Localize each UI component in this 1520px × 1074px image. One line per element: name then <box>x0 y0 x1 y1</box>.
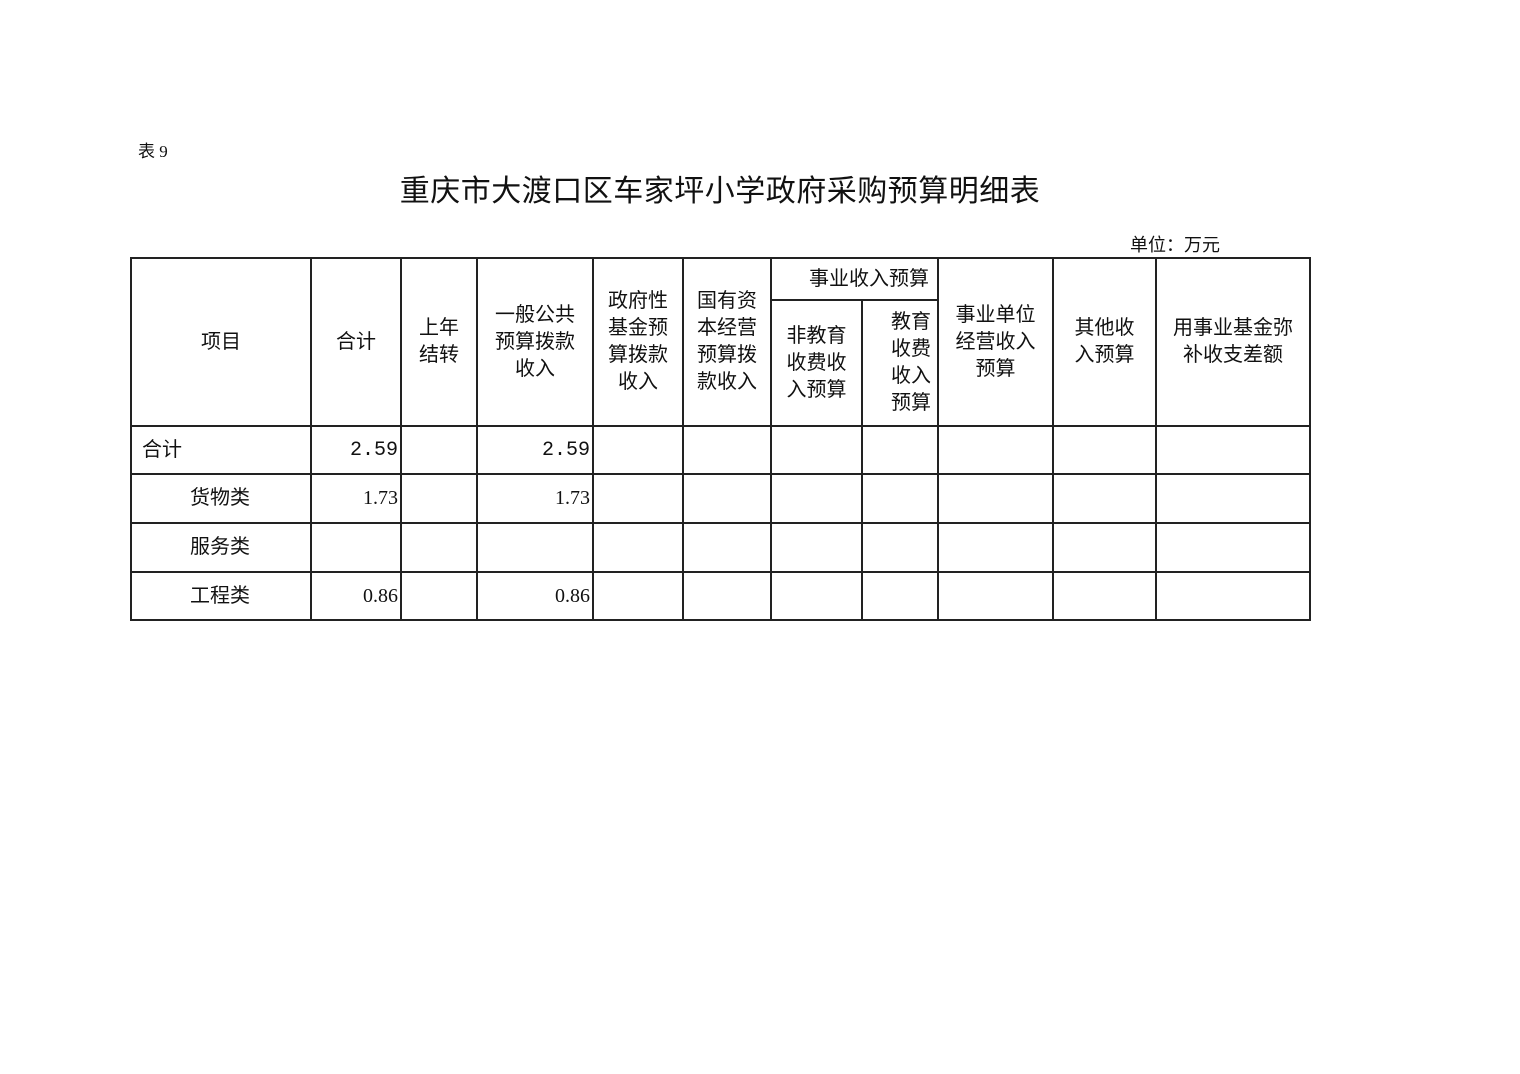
empty-cell <box>682 571 772 621</box>
empty-cell <box>861 522 939 573</box>
unit-label: 单位：万元 <box>1130 235 1220 255</box>
empty-cell <box>770 571 863 621</box>
row-total: 2.59 <box>310 425 402 475</box>
header-operating-income: 事业单位经营收入预算 <box>937 257 1054 427</box>
empty-cell <box>1155 473 1311 524</box>
table-number: 表 9 <box>138 142 168 161</box>
row-carryover <box>400 425 478 475</box>
empty-cell <box>682 473 772 524</box>
header-gov-fund: 政府性基金预算拨款收入 <box>592 257 684 427</box>
empty-cell <box>682 425 772 475</box>
empty-cell <box>937 473 1054 524</box>
empty-cell <box>937 425 1054 475</box>
empty-cell <box>937 522 1054 573</box>
empty-cell <box>1052 425 1157 475</box>
header-fund-offset: 用事业基金弥补收支差额 <box>1155 257 1311 427</box>
page-title: 重庆市大渡口区车家坪小学政府采购预算明细表 <box>399 175 1041 208</box>
row-carryover <box>400 522 478 573</box>
empty-cell <box>1052 522 1157 573</box>
empty-cell <box>861 571 939 621</box>
header-other-income: 其他收入预算 <box>1052 257 1157 427</box>
empty-cell <box>592 571 684 621</box>
row-item: 工程类 <box>130 571 312 621</box>
row-general-budget: 1.73 <box>476 473 594 524</box>
row-general-budget: 2.59 <box>476 425 594 475</box>
row-total: 1.73 <box>310 473 402 524</box>
empty-cell <box>682 522 772 573</box>
empty-cell <box>770 425 863 475</box>
row-general-budget <box>476 522 594 573</box>
header-edu-fee: 教育收费收入预算 <box>861 299 939 427</box>
header-state-capital: 国有资本经营预算拨款收入 <box>682 257 772 427</box>
row-total: 0.86 <box>310 571 402 621</box>
header-business-income-group: 事业收入预算 <box>770 257 939 301</box>
empty-cell <box>861 425 939 475</box>
header-item: 项目 <box>130 257 312 427</box>
empty-cell <box>770 473 863 524</box>
table-row: 合计 2.59 2.59 <box>130 425 1311 475</box>
empty-cell <box>1052 473 1157 524</box>
header-row: 项目 合计 上年结转 一般公共预算拨款收入 政府性基金预算拨款收入 国有资本经营… <box>130 257 1311 427</box>
table-row: 服务类 <box>130 522 1311 573</box>
row-item: 服务类 <box>130 522 312 573</box>
empty-cell <box>770 522 863 573</box>
empty-cell <box>861 473 939 524</box>
table-row: 工程类 0.86 0.86 <box>130 571 1311 621</box>
row-item: 货物类 <box>130 473 312 524</box>
header-carryover: 上年结转 <box>400 257 478 427</box>
empty-cell <box>592 425 684 475</box>
table-row: 货物类 1.73 1.73 <box>130 473 1311 524</box>
empty-cell <box>592 473 684 524</box>
empty-cell <box>1155 425 1311 475</box>
row-general-budget: 0.86 <box>476 571 594 621</box>
subheader-row: 非教育收费收入预算 教育收费收入预算 <box>131 299 1310 427</box>
empty-cell <box>1155 571 1311 621</box>
header-non-edu-fee: 非教育收费收入预算 <box>770 299 863 427</box>
row-carryover <box>400 473 478 524</box>
header-total: 合计 <box>310 257 402 427</box>
header-general-budget: 一般公共预算拨款收入 <box>476 257 594 427</box>
empty-cell <box>1052 571 1157 621</box>
row-item: 合计 <box>130 425 312 475</box>
empty-cell <box>592 522 684 573</box>
row-carryover <box>400 571 478 621</box>
procurement-budget-table: 项目 合计 上年结转 一般公共预算拨款收入 政府性基金预算拨款收入 国有资本经营… <box>130 257 1311 621</box>
row-total <box>310 522 402 573</box>
empty-cell <box>937 571 1054 621</box>
empty-cell <box>1155 522 1311 573</box>
